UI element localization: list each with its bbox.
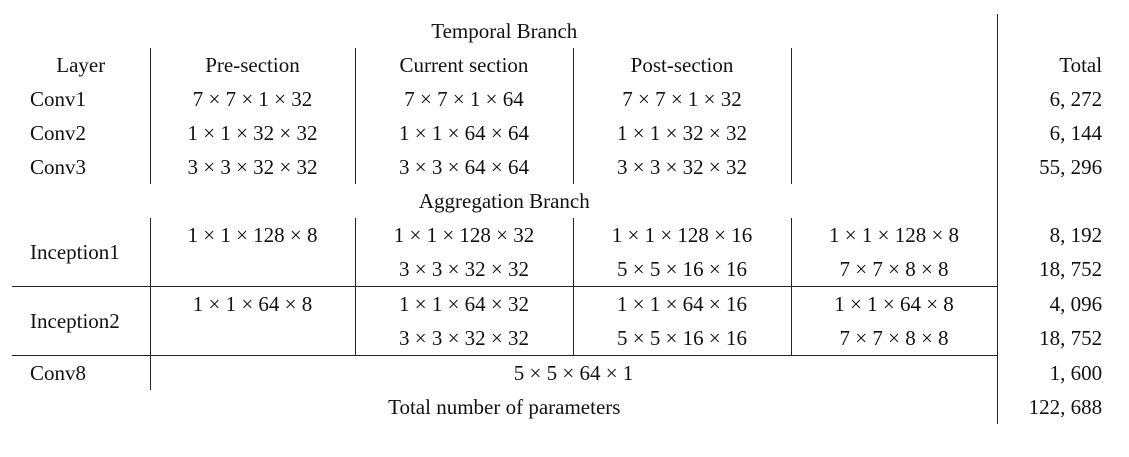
extra-cell: 7 × 7 × 8 × 8 (791, 252, 998, 287)
total-cell: 6, 144 (1049, 121, 1103, 145)
total-cell: 55, 296 (1039, 155, 1103, 179)
total-cell: 6, 272 (1049, 87, 1103, 111)
post-section-cell: 5 × 5 × 16 × 16 (573, 252, 792, 287)
header-row: Layer Pre-section Current section Post-s… (12, 48, 1118, 82)
total-parameters-value: 122, 688 (1028, 395, 1103, 419)
post-section-cell: 1 × 1 × 32 × 32 (573, 116, 792, 150)
extra-cell: 1 × 1 × 64 × 8 (791, 286, 998, 321)
header-extra (791, 48, 998, 82)
table-row-conv8: Conv8 5 × 5 × 64 × 1 1, 600 (12, 355, 1118, 390)
aggregation-branch-title-row: Aggregation Branch (12, 184, 1118, 218)
current-section-cell: 1 × 1 × 64 × 32 (355, 286, 574, 321)
total-parameters-label: Total number of parameters (12, 390, 998, 424)
current-section-cell: 1 × 1 × 64 × 64 (355, 116, 574, 150)
total-cell: 8, 192 (1049, 223, 1103, 247)
extra-cell: 1 × 1 × 128 × 8 (791, 218, 998, 252)
layer-cell: Conv2 (30, 121, 87, 145)
layer-cell: Conv1 (30, 87, 87, 111)
aggregation-branch-title: Aggregation Branch (12, 184, 998, 218)
temporal-branch-title-total-blank (997, 14, 1118, 48)
total-cell: 18, 752 (1039, 326, 1103, 351)
table-row-inception1-a: Inception1 1 × 1 × 128 × 8 1 × 1 × 128 ×… (12, 218, 1118, 287)
post-section-cell: 3 × 3 × 32 × 32 (573, 150, 792, 184)
pre-section-cell: 7 × 7 × 1 × 32 (149, 82, 356, 116)
conv8-shape-cell: 5 × 5 × 64 × 1 (150, 355, 998, 390)
pre-section-cell: 3 × 3 × 32 × 32 (149, 150, 356, 184)
header-post-section: Post-section (573, 48, 792, 82)
pre-section-cell: 1 × 1 × 32 × 32 (149, 116, 356, 150)
table-row-conv3: Conv3 3 × 3 × 32 × 32 3 × 3 × 64 × 64 3 … (12, 150, 1118, 184)
table-row-total-parameters: Total number of parameters 122, 688 (12, 390, 1118, 424)
post-section-cell: 1 × 1 × 128 × 16 (573, 218, 792, 252)
table-row-inception1-b: 3 × 3 × 32 × 32 5 × 5 × 16 × 16 7 × 7 × … (12, 252, 1118, 287)
temporal-branch-title-row: Temporal Branch (12, 14, 1118, 48)
table-row-inception2-b: 3 × 3 × 32 × 32 5 × 5 × 16 × 16 7 × 7 × … (12, 321, 1118, 356)
current-section-cell: 3 × 3 × 32 × 32 (355, 321, 574, 356)
layer-cell: Inception1 (12, 218, 150, 287)
post-section-cell: 5 × 5 × 16 × 16 (573, 321, 792, 356)
extra-cell (791, 116, 998, 150)
post-section-cell: 1 × 1 × 64 × 16 (573, 286, 792, 321)
pre-section-cell: 1 × 1 × 128 × 8 (149, 218, 356, 287)
parameter-table-container: Temporal Branch Layer Pre-section Curren… (12, 14, 1118, 424)
extra-cell: 7 × 7 × 8 × 8 (791, 321, 998, 356)
extra-cell (791, 82, 998, 116)
extra-cell (791, 150, 998, 184)
table-row-conv2: Conv2 1 × 1 × 32 × 32 1 × 1 × 64 × 64 1 … (12, 116, 1118, 150)
pre-section-cell: 1 × 1 × 64 × 8 (149, 286, 356, 356)
header-current-section: Current section (355, 48, 574, 82)
current-section-cell: 3 × 3 × 64 × 64 (355, 150, 574, 184)
aggregation-branch-title-total-blank (997, 184, 1118, 218)
current-section-cell: 1 × 1 × 128 × 32 (355, 218, 574, 252)
current-section-cell: 7 × 7 × 1 × 64 (355, 82, 574, 116)
parameter-table: Temporal Branch Layer Pre-section Curren… (12, 14, 1118, 424)
layer-cell: Conv3 (30, 155, 87, 179)
layer-cell: Inception2 (12, 286, 150, 356)
header-layer: Layer (12, 48, 151, 82)
post-section-cell: 7 × 7 × 1 × 32 (573, 82, 792, 116)
temporal-branch-title: Temporal Branch (12, 14, 998, 48)
total-cell: 4, 096 (1049, 291, 1103, 316)
table-row-inception2-a: Inception2 1 × 1 × 64 × 8 1 × 1 × 64 × 3… (12, 286, 1118, 356)
header-pre-section: Pre-section (150, 48, 356, 82)
total-cell: 1, 600 (1049, 360, 1103, 385)
current-section-cell: 3 × 3 × 32 × 32 (355, 252, 574, 287)
header-total: Total (1059, 53, 1103, 77)
layer-cell: Conv8 (12, 355, 151, 390)
total-cell: 18, 752 (1039, 257, 1103, 282)
table-row-conv1: Conv1 7 × 7 × 1 × 32 7 × 7 × 1 × 64 7 × … (12, 82, 1118, 116)
